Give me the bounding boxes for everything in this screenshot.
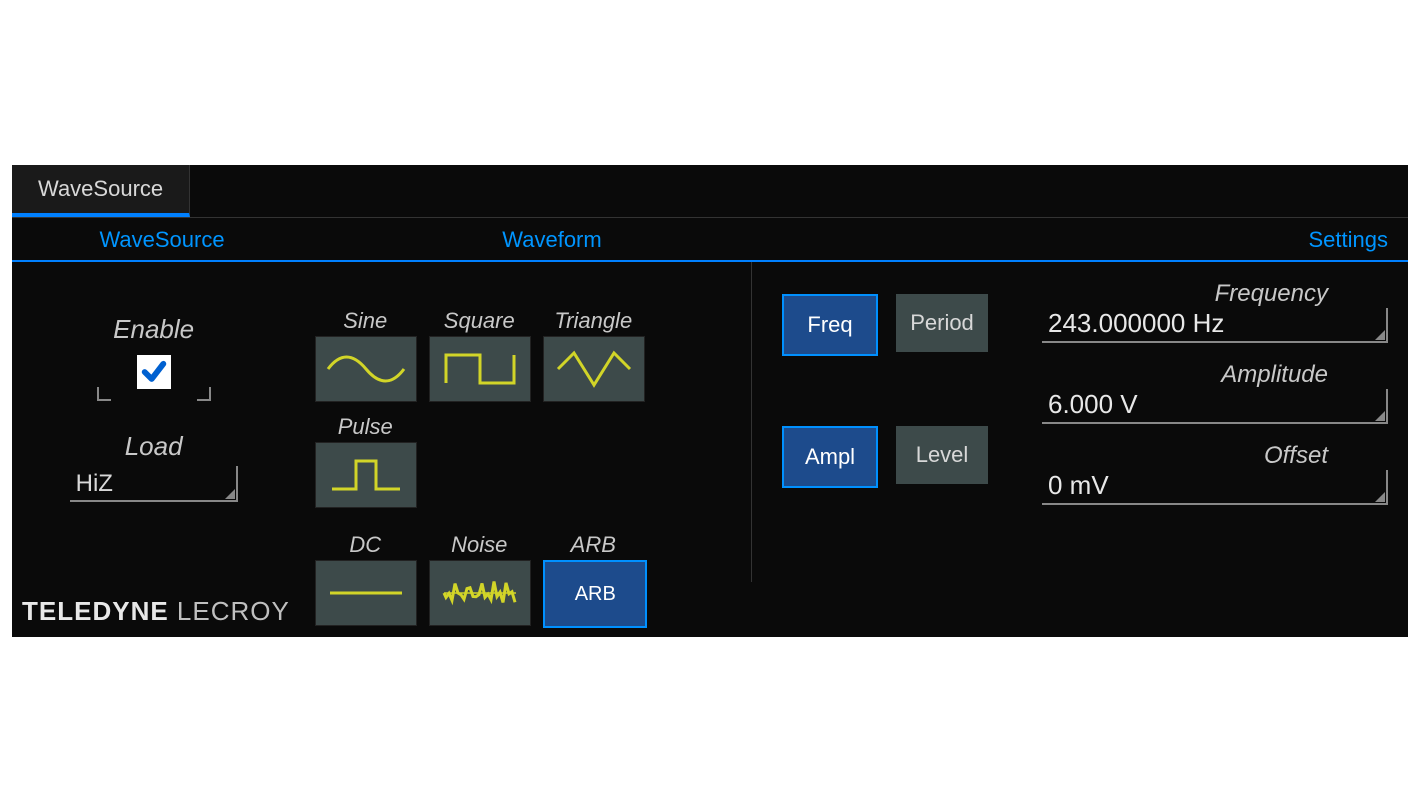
branding-light: LECROY — [169, 596, 290, 626]
content-row: Enable Load HiZ Sine Square Triangle Pulse D… — [12, 262, 1408, 582]
tab-wavesource[interactable]: WaveSource — [12, 165, 190, 217]
waveform-item-label: Noise — [429, 532, 529, 558]
waveform-button-dc[interactable] — [315, 560, 417, 626]
toggle-ampl-button[interactable]: Ampl — [782, 426, 878, 488]
section-header-waveform: Waveform — [312, 227, 792, 253]
waveform-button-pulse[interactable] — [315, 442, 417, 508]
check-icon — [140, 358, 168, 386]
readout-amplitude: Amplitude6.000 V — [1042, 361, 1388, 424]
readout-label: Offset — [1042, 442, 1388, 470]
section-header-row: WaveSource Waveform Settings — [12, 220, 1408, 262]
waveform-button-sine[interactable] — [315, 336, 417, 402]
waveform-item-arb: ARBARB — [543, 532, 643, 628]
waveform-button-arb[interactable]: ARB — [543, 560, 647, 628]
waveform-item-label: DC — [315, 532, 415, 558]
waveform-item-label: ARB — [543, 532, 643, 558]
readout-value-amplitude[interactable]: 6.000 V — [1042, 389, 1388, 424]
readout-column: Frequency243.000000 Hz Amplitude6.000 V Of… — [1042, 280, 1398, 558]
waveform-button-noise[interactable] — [429, 560, 531, 626]
waveform-item-triangle: Triangle — [543, 308, 643, 402]
waveform-grid: Sine Square Triangle Pulse DC Noise ARBARB — [305, 268, 741, 628]
waveform-item-square: Square — [429, 308, 529, 402]
waveform-button-square[interactable] — [429, 336, 531, 402]
waveform-item-sine: Sine — [315, 308, 415, 402]
readout-frequency: Frequency243.000000 Hz — [1042, 280, 1388, 343]
toggle-row-ampl-level: Ampl Level — [782, 426, 1042, 488]
waveform-button-triangle[interactable] — [543, 336, 645, 402]
waveform-item-pulse: Pulse — [315, 414, 415, 508]
wavesource-panel: WaveSource WaveSource Waveform Settings … — [12, 165, 1408, 637]
toggle-period-button[interactable]: Period — [896, 294, 988, 352]
waveform-item-label: Pulse — [315, 414, 415, 440]
col-wavesource: Enable Load HiZ — [12, 262, 295, 582]
load-label: Load — [22, 431, 285, 462]
waveform-item-noise: Noise — [429, 532, 529, 628]
branding: TELEDYNE LECROY — [22, 596, 290, 627]
branding-bold: TELEDYNE — [22, 596, 169, 626]
readout-offset: Offset0 mV — [1042, 442, 1388, 505]
toggle-row-freq-period: Freq Period — [782, 294, 1042, 356]
col-waveform: SineSquareTrianglePulseDCNoiseARBARB — [295, 262, 752, 582]
enable-label: Enable — [22, 314, 285, 345]
load-block: Load HiZ — [22, 431, 285, 502]
waveform-item-label: Triangle — [543, 308, 643, 334]
toggle-freq-button[interactable]: Freq — [782, 294, 878, 356]
toggle-level-button[interactable]: Level — [896, 426, 988, 484]
enable-block: Enable — [22, 314, 285, 389]
section-header-wavesource: WaveSource — [12, 227, 312, 253]
tab-bar: WaveSource — [12, 165, 1408, 218]
toggle-column: Freq Period Ampl Level — [762, 280, 1042, 558]
readout-label: Amplitude — [1042, 361, 1388, 389]
load-dropdown[interactable]: HiZ — [70, 466, 238, 502]
readout-value-offset[interactable]: 0 mV — [1042, 470, 1388, 505]
section-header-settings: Settings — [792, 227, 1408, 253]
col-settings: Freq Period Ampl Level Frequency243.000000… — [752, 262, 1408, 582]
waveform-item-label: Sine — [315, 308, 415, 334]
enable-checkbox[interactable] — [137, 355, 171, 389]
waveform-item-dc: DC — [315, 532, 415, 628]
readout-label: Frequency — [1042, 280, 1388, 308]
waveform-item-label: Square — [429, 308, 529, 334]
readout-value-frequency[interactable]: 243.000000 Hz — [1042, 308, 1388, 343]
